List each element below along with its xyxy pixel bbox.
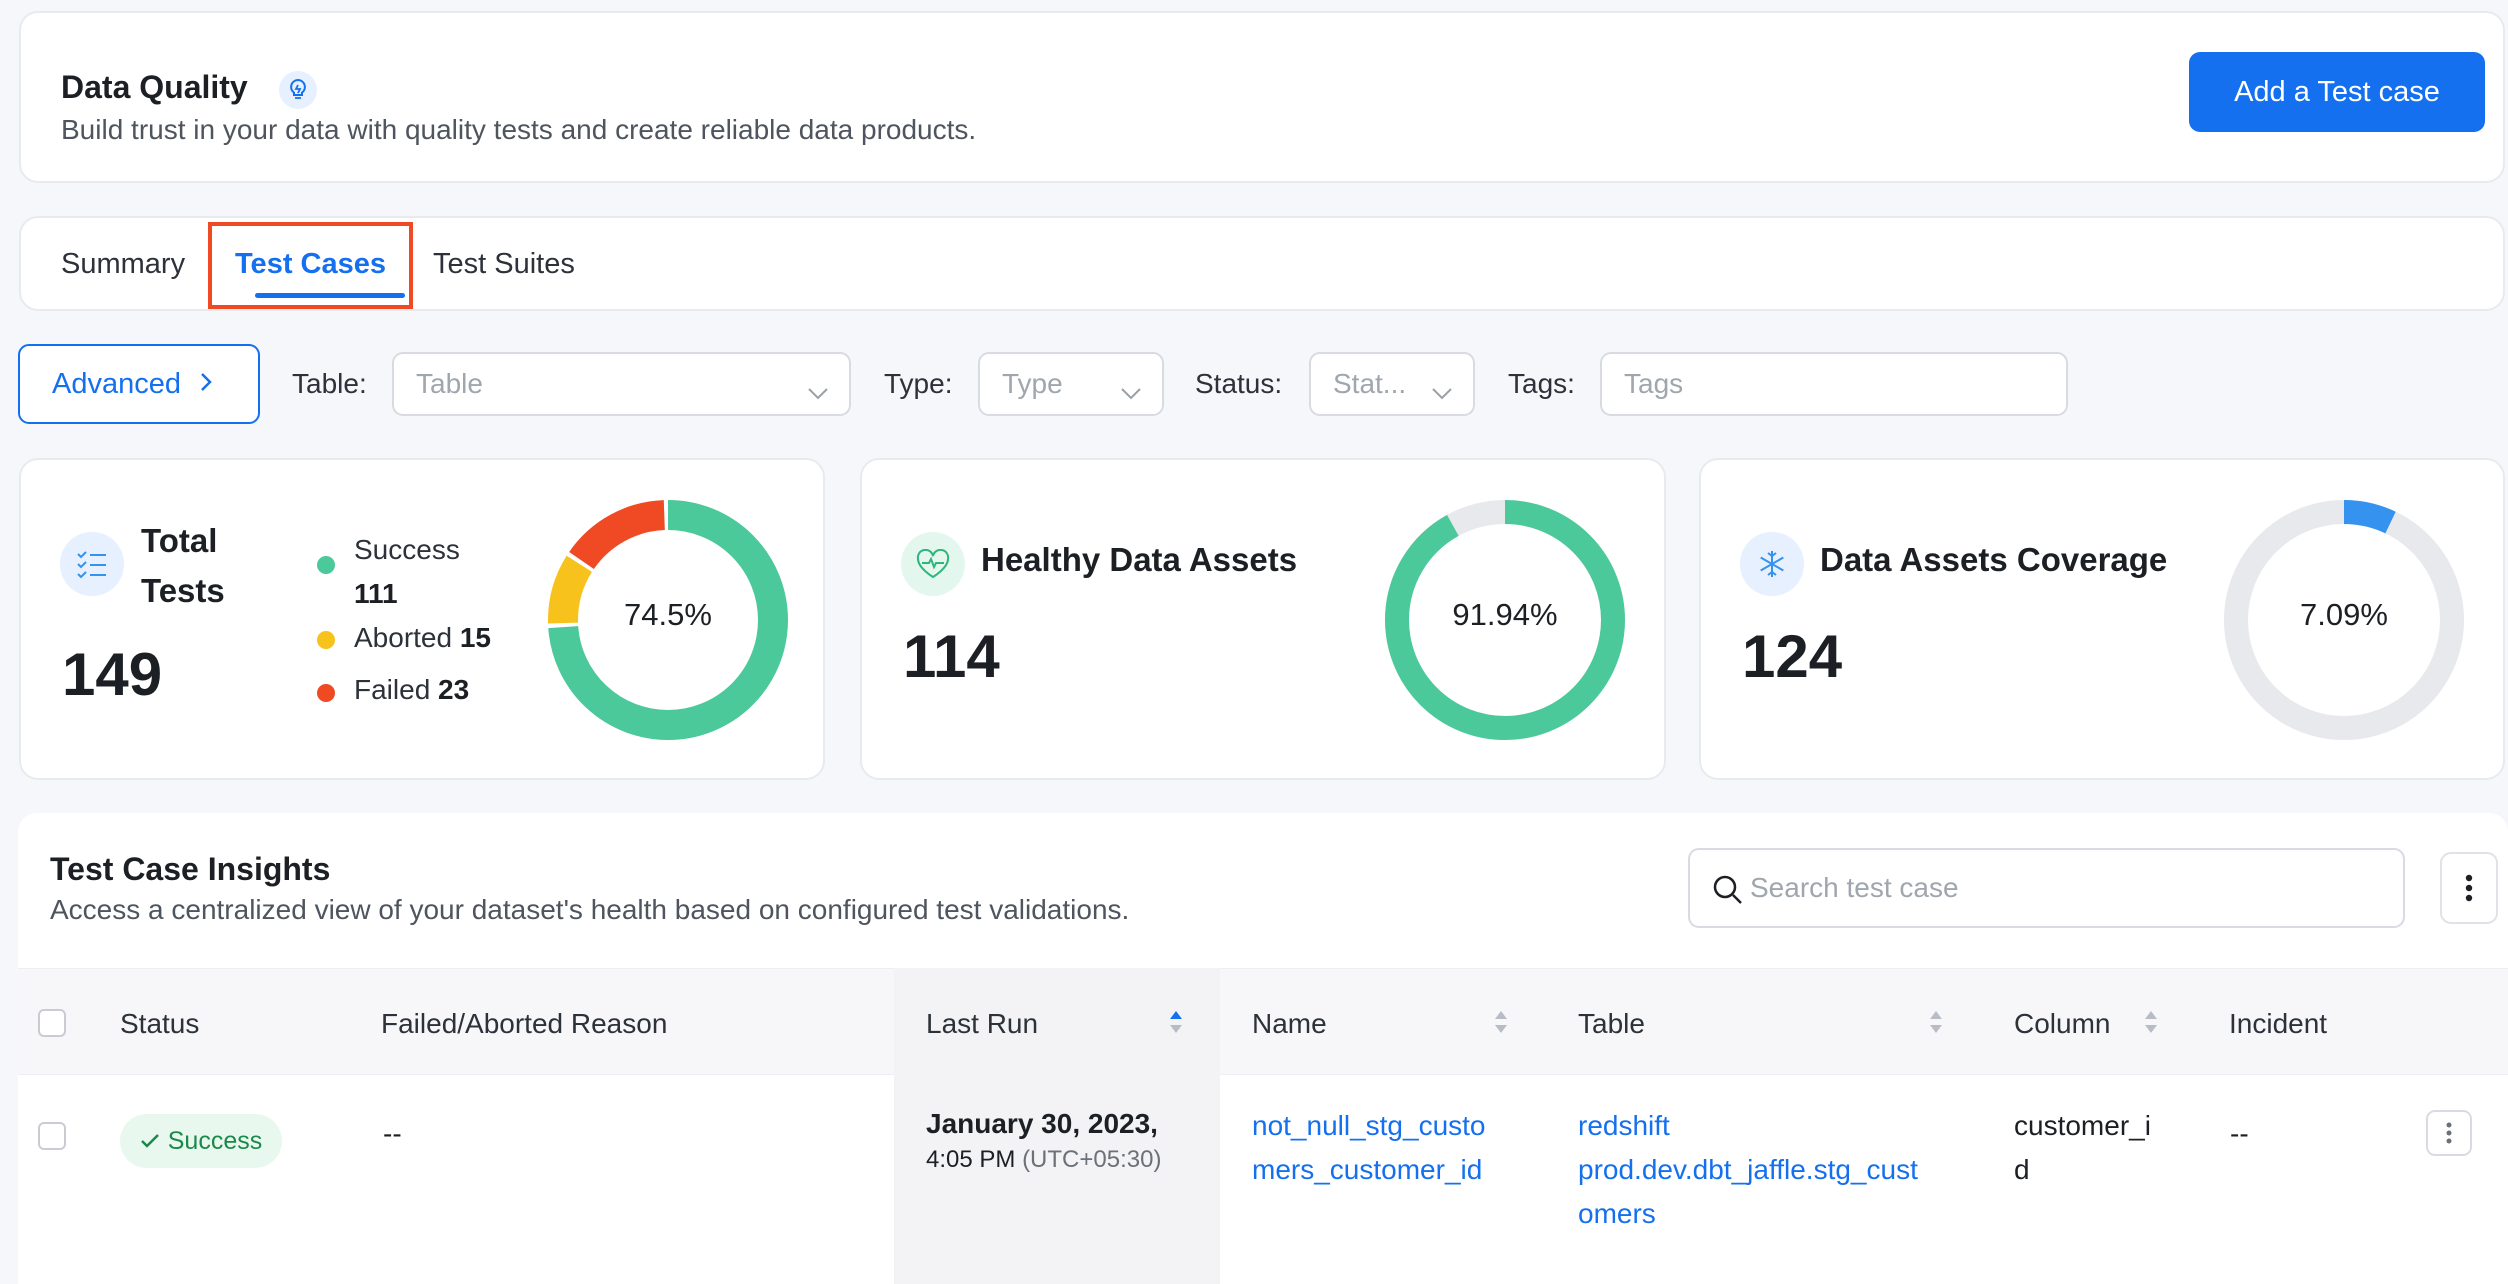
table-header <box>18 968 2508 1075</box>
table-filter-select[interactable]: Table <box>392 352 851 416</box>
row-checkbox[interactable] <box>38 1122 66 1150</box>
search-input[interactable]: Search test case <box>1688 848 2405 928</box>
kebab-icon <box>2465 874 2473 902</box>
column-header-reason[interactable]: Failed/Aborted Reason <box>381 1008 668 1039</box>
total-tests-percent: 74.5% <box>624 597 712 632</box>
insights-subtitle: Access a centralized view of your datase… <box>50 894 1130 925</box>
sort-icon[interactable] <box>1493 1008 1509 1041</box>
sort-icon[interactable] <box>1928 1008 1944 1041</box>
add-test-case-button[interactable]: Add a Test case <box>2189 52 2485 132</box>
column-header-last-run[interactable]: Last Run <box>926 1008 1039 1039</box>
tab-summary[interactable]: Summary <box>61 248 186 280</box>
failed-legend-dot <box>317 684 335 702</box>
last-run-column-bg <box>894 968 1220 1284</box>
test-case-name-link[interactable]: not_null_stg_custo mers_customer_id <box>1252 1110 1486 1185</box>
chevron-down-icon <box>807 376 829 408</box>
chevron-down-icon <box>1120 376 1142 408</box>
coverage-value: 124 <box>1742 623 1843 690</box>
sort-icon[interactable] <box>2143 1008 2159 1041</box>
insights-title: Test Case Insights <box>50 851 331 887</box>
coverage-donut-chart <box>2224 500 2464 740</box>
test-case-insights-panel: Test Case Insights Access a centralized … <box>18 813 2508 1284</box>
total-tests-segment-success <box>548 500 788 740</box>
row-actions-button[interactable] <box>2426 1110 2472 1156</box>
page-title: Data Quality <box>61 69 248 105</box>
kebab-icon <box>2446 1122 2452 1144</box>
checklist-icon <box>60 532 124 596</box>
tab-test-suites[interactable]: Test Suites <box>433 248 575 280</box>
select-all-checkbox[interactable] <box>38 1009 66 1037</box>
page-header: Data Quality Build trust in your data wi… <box>19 11 2505 183</box>
healthy-assets-percent: 91.94% <box>1452 597 1558 632</box>
check-icon <box>140 1134 159 1148</box>
aborted-legend-item: Aborted 15 <box>354 622 492 653</box>
healthy-assets-value: 114 <box>903 623 1000 690</box>
heart-pulse-icon <box>901 532 965 596</box>
search-placeholder: Search test case <box>1750 872 1959 903</box>
page-subtitle: Build trust in your data with quality te… <box>61 114 977 145</box>
table-filter-placeholder: Table <box>416 368 483 399</box>
healthy-assets-segment-healthy <box>1385 500 1625 740</box>
healthy-assets-title: Healthy Data Assets <box>981 541 1298 578</box>
advanced-filter-button[interactable]: Advanced <box>18 344 260 424</box>
incident-cell: -- <box>2230 1118 2249 1149</box>
last-run-date: January 30, 2023, <box>926 1108 1158 1139</box>
column-header-incident[interactable]: Incident <box>2229 1008 2328 1039</box>
failed-legend-item: Failed 23 <box>354 674 470 705</box>
lightbulb-icon[interactable] <box>279 71 317 109</box>
status-filter-label: Status: <box>1195 368 1283 399</box>
table-link[interactable]: redshift prod.dev.dbt_jaffle.stg_cust om… <box>1578 1110 1918 1229</box>
column-header-name[interactable]: Name <box>1252 1008 1327 1039</box>
reason-cell: -- <box>383 1118 402 1149</box>
status-badge: Success <box>120 1114 282 1168</box>
tags-filter-placeholder: Tags <box>1624 368 1684 399</box>
total-tests-donut-chart <box>548 500 788 740</box>
chevron-right-icon <box>199 368 213 401</box>
search-icon <box>1712 874 1744 913</box>
tags-filter-input[interactable]: Tags <box>1600 352 2068 416</box>
column-header-column[interactable]: Column <box>2014 1008 2111 1039</box>
type-filter-label: Type: <box>884 368 953 399</box>
coverage-segment-covered <box>2224 500 2464 740</box>
table-filter-label: Table: <box>292 368 367 399</box>
more-options-button[interactable] <box>2440 852 2498 924</box>
total-tests-value: 149 <box>62 641 163 708</box>
coverage-title: Data Assets Coverage <box>1820 541 2168 578</box>
column-header-status[interactable]: Status <box>120 1008 200 1039</box>
active-tab-indicator <box>255 293 405 298</box>
success-legend-item: Success 111 <box>354 534 460 609</box>
column-header-table[interactable]: Table <box>1578 1008 1645 1039</box>
healthy-data-assets-card: Healthy Data Assets 114 91.94% <box>860 458 1666 780</box>
status-filter-placeholder: Stat... <box>1333 368 1407 399</box>
healthy-assets-donut-chart <box>1385 500 1625 740</box>
sort-icon-active[interactable] <box>1168 1008 1184 1041</box>
success-legend-dot <box>317 556 335 574</box>
type-filter-select[interactable]: Type <box>978 352 1164 416</box>
chevron-down-icon <box>1431 376 1453 408</box>
total-tests-segment-aborted <box>548 500 788 740</box>
tab-bar: Summary Test Cases Test Suites <box>19 216 2505 311</box>
total-tests-title: Total Tests <box>141 522 225 609</box>
coverage-percent: 7.09% <box>2300 597 2388 632</box>
snowflake-icon <box>1740 532 1804 596</box>
total-tests-card: Total Tests 149 Success 111 Aborted 15 F… <box>19 458 825 780</box>
type-filter-placeholder: Type <box>1002 368 1063 399</box>
status-filter-select[interactable]: Stat... <box>1309 352 1475 416</box>
data-assets-coverage-card: Data Assets Coverage 124 7.09% <box>1699 458 2505 780</box>
aborted-legend-dot <box>317 631 335 649</box>
tags-filter-label: Tags: <box>1508 368 1575 399</box>
tab-test-cases[interactable]: Test Cases <box>235 248 386 280</box>
column-cell: customer_i d <box>2014 1110 2151 1185</box>
advanced-label: Advanced <box>52 367 181 400</box>
last-run-time-cell: 4:05 PM (UTC+05:30) <box>926 1146 1162 1173</box>
